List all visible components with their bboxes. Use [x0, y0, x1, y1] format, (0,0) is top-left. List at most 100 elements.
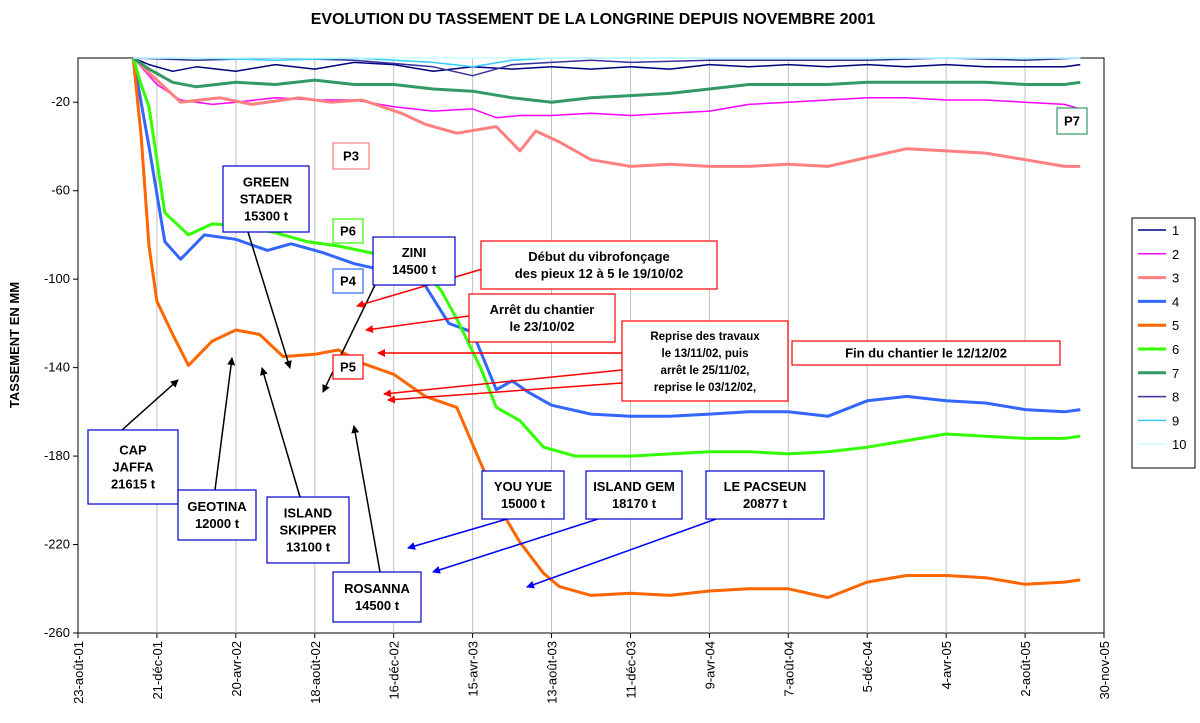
annotation-text: GREEN — [243, 175, 289, 190]
annotation-text: ROSANNA — [344, 581, 410, 596]
y-tick-label: -100 — [44, 271, 70, 286]
annotation-text: des pieux 12 à 5 le 19/10/02 — [515, 266, 683, 281]
annotation-arrow — [407, 518, 508, 550]
y-tick-label: -140 — [44, 360, 70, 375]
annotation-frame — [87, 429, 179, 505]
annotation-text: 13100 t — [286, 540, 331, 555]
annotation-text: P3 — [343, 149, 359, 164]
x-tick-label: 15-avr-03 — [466, 641, 481, 697]
legend-label: 7 — [1172, 366, 1179, 381]
y-tick-label: -180 — [44, 448, 70, 463]
series-line-7 — [132, 56, 1081, 104]
annotation-text: ISLAND — [284, 506, 332, 521]
legend-label: 3 — [1172, 271, 1179, 286]
x-tick-label: 4-avr-05 — [939, 641, 954, 689]
annotation-frame — [266, 496, 350, 564]
annotation-frame — [332, 354, 364, 380]
annotation-box: P5 — [332, 354, 364, 380]
x-tick-label: 7-août-04 — [781, 641, 796, 697]
annotation-frame — [791, 340, 1061, 366]
annotation-text: ISLAND GEM — [593, 479, 675, 494]
annotation-frame — [222, 165, 310, 233]
legend-label: 4 — [1172, 294, 1179, 309]
annotation-box: GREEN STADER 15300 t — [222, 165, 310, 233]
series-line-4 — [131, 57, 1081, 418]
annotation-frame — [332, 142, 370, 170]
legend-entry: 8 — [1138, 390, 1179, 405]
legend-label: 2 — [1172, 247, 1179, 262]
annotation-text: ZINI — [402, 245, 427, 260]
annotation-frame — [1056, 107, 1088, 135]
y-tick-label: -20 — [51, 94, 70, 109]
x-tick-label: 18-août-02 — [308, 641, 323, 704]
legend: 1 2 3 4 5 6 7 8 9 10 — [1131, 217, 1196, 469]
annotation-arrow — [247, 231, 292, 369]
x-axis: 23-août-01 21-déc-01 20-avr-02 18-août-02 16… — [71, 633, 1112, 704]
x-tick-label: 20-avr-02 — [229, 641, 244, 697]
annotation-text: STADER — [240, 192, 293, 207]
annotation-text: GEOTINA — [187, 499, 247, 514]
annotations: GREEN STADER 15300 t ZINI 14500 t CAP JAFFA 216… — [87, 107, 1088, 623]
annotation-box: Reprise des travaux le 13/11/02, puis arrê… — [621, 320, 789, 402]
annotation-text: Reprise des travaux — [650, 331, 760, 343]
legend-entry: 5 — [1138, 318, 1179, 333]
legend-entry: 2 — [1138, 247, 1179, 262]
annotation-box: Arrêt du chantier le 23/10/02 — [468, 293, 616, 343]
annotation-box: ISLAND GEM 18170 t — [585, 470, 683, 520]
legend-label: 8 — [1172, 390, 1179, 405]
annotation-frame — [332, 218, 364, 244]
legend-entry: 10 — [1138, 437, 1186, 452]
x-tick-label: 13-août-03 — [545, 641, 560, 704]
legend-entry: 1 — [1138, 223, 1179, 238]
annotation-box: ISLAND SKIPPER 13100 t — [266, 496, 350, 564]
annotation-text: P7 — [1064, 114, 1080, 129]
series-line-1 — [132, 57, 1081, 73]
legend-label: 6 — [1172, 342, 1179, 357]
x-tick-label: 23-août-01 — [71, 641, 86, 704]
annotation-box: YOU YUE 15000 t — [481, 470, 565, 520]
annotation-text: 14500 t — [392, 262, 437, 277]
annotation-text: 12000 t — [195, 516, 240, 531]
y-tick-label: -260 — [44, 625, 70, 640]
annotation-box: P3 — [332, 142, 370, 170]
annotation-box: CAP JAFFA 21615 t — [87, 429, 179, 505]
x-tick-label: 9-avr-04 — [702, 641, 717, 689]
annotation-text: P6 — [340, 224, 356, 239]
legend-entry: 7 — [1138, 366, 1179, 381]
annotation-frame — [372, 236, 456, 286]
legend-entry: 6 — [1138, 342, 1179, 357]
annotation-text: SKIPPER — [279, 523, 337, 538]
annotation-frame — [585, 470, 683, 520]
annotation-frame — [177, 489, 257, 541]
x-tick-label: 5-déc-04 — [860, 641, 875, 692]
x-tick-label: 16-déc-02 — [387, 641, 402, 700]
annotation-box: P4 — [332, 268, 364, 294]
legend-label: 9 — [1172, 413, 1179, 428]
annotation-text: Début du vibrofonçage — [528, 249, 670, 264]
annotation-box: LE PACSEUN 20877 t — [705, 470, 825, 520]
annotation-text: YOU YUE — [494, 479, 553, 494]
legend-label: 10 — [1172, 437, 1186, 452]
annotation-text: JAFFA — [112, 460, 154, 475]
annotation-arrow — [351, 425, 381, 573]
annotation-box: Début du vibrofonçage des pieux 12 à 5 le… — [480, 240, 718, 290]
series-line-2 — [132, 57, 1081, 119]
annotation-box: P7 — [1056, 107, 1088, 135]
annotation-box: P6 — [332, 218, 364, 244]
annotation-text: Arrêt du chantier — [490, 302, 595, 317]
annotation-arrow — [432, 518, 599, 574]
legend-entry: 9 — [1138, 413, 1179, 428]
annotation-frame — [480, 240, 718, 290]
annotation-text: 15000 t — [501, 496, 546, 511]
annotation-frame — [621, 320, 789, 402]
annotation-text: P4 — [340, 274, 357, 289]
annotation-frame — [332, 571, 422, 623]
annotation-box: ZINI 14500 t — [372, 236, 456, 286]
annotation-text: P5 — [340, 360, 356, 375]
annotation-text: LE PACSEUN — [724, 479, 807, 494]
annotation-arrow — [365, 315, 470, 334]
annotation-frame — [468, 293, 616, 343]
annotation-frame — [705, 470, 825, 520]
series-layer — [131, 56, 1081, 600]
